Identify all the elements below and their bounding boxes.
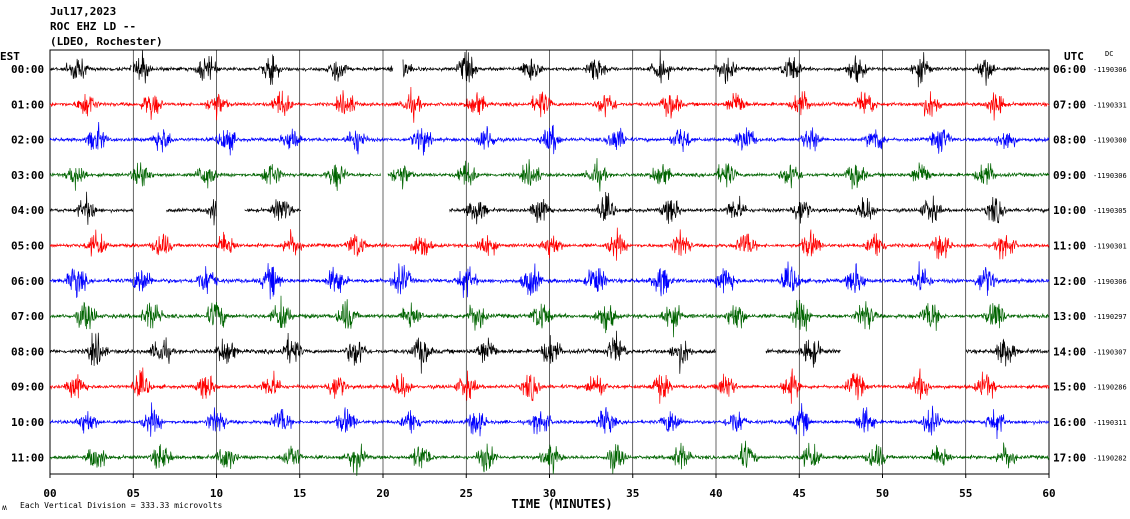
est-time-label: 03:00 [11,169,44,182]
trace-line-02:00 [49,121,1050,156]
trace-line-01:00 [49,86,1050,123]
dc-offset-label: -1190331 [1093,101,1127,109]
x-tick-label: 50 [876,487,889,500]
utc-time-label: 08:00 [1053,134,1086,147]
right-timezone-label: UTC [1064,50,1084,63]
row-label-group: 00:00 06:00 -1190306 01:00 07:00 -1190331 02:0… [11,63,1127,464]
dc-offset-label: -1190306 [1093,172,1127,180]
network-label: (LDEO, Rochester) [50,35,163,48]
utc-time-label: 06:00 [1053,63,1086,76]
dc-offset-label: -1190306 [1093,278,1127,286]
dc-offset-label: -1190306 [1093,66,1127,74]
dc-label: DC [1105,50,1113,58]
x-tick-label: 25 [460,487,473,500]
dc-offset-label: -1190307 [1093,348,1127,356]
dc-offset-label: -1190311 [1093,419,1127,427]
date-label: Jul17,2023 [50,5,116,18]
trace-line-00:00 [49,49,1050,88]
trace-line-06:00 [49,261,1050,300]
est-time-label: 04:00 [11,204,44,217]
est-time-label: 09:00 [11,381,44,394]
dc-offset-label: -1190300 [1093,137,1127,145]
dc-offset-label: -1190301 [1093,243,1127,251]
left-timezone-label: EST [0,50,20,63]
est-time-label: 11:00 [11,451,44,464]
trace-line-07:00 [49,295,1050,338]
x-tick-label: 35 [626,487,639,500]
x-tick-label: 15 [293,487,306,500]
utc-time-label: 13:00 [1053,310,1086,323]
utc-time-label: 10:00 [1053,204,1086,217]
est-time-label: 08:00 [11,345,44,358]
est-time-label: 05:00 [11,240,44,253]
est-time-label: 06:00 [11,275,44,288]
x-tick-label: 20 [376,487,389,500]
trace-line-03:00 [49,158,1050,192]
est-time-label: 10:00 [11,416,44,429]
utc-time-label: 17:00 [1053,451,1086,464]
trace-line-11:00 [49,440,1050,476]
est-time-label: 07:00 [11,310,44,323]
utc-time-label: 14:00 [1053,345,1086,358]
dc-offset-label: -1190286 [1093,384,1127,392]
station-label: ROC EHZ LD -- [50,20,136,33]
x-tick-label: 10 [210,487,223,500]
utc-time-label: 07:00 [1053,98,1086,111]
x-tick-label: 55 [959,487,972,500]
trace-line-05:00 [49,227,1050,261]
corner-mark: ʍ [2,503,7,512]
utc-time-label: 16:00 [1053,416,1086,429]
x-axis-title: TIME (MINUTES) [511,497,612,511]
trace-line-04:00 [49,191,1050,226]
x-tick-label: 45 [793,487,806,500]
utc-time-label: 12:00 [1053,275,1086,288]
trace-group [49,49,1050,476]
x-tick-label: 00 [43,487,56,500]
utc-time-label: 09:00 [1053,169,1086,182]
grid-lines [49,49,1050,475]
est-time-label: 02:00 [11,134,44,147]
dc-offset-label: -1190282 [1093,454,1127,462]
est-time-label: 01:00 [11,98,44,111]
x-tick-label: 05 [127,487,140,500]
dc-offset-label: -1190305 [1093,207,1127,215]
scale-note: Each Vertical Division = 333.33 microvol… [20,501,222,510]
utc-time-label: 11:00 [1053,240,1086,253]
trace-line-08:00 [49,330,1050,374]
utc-time-label: 15:00 [1053,381,1086,394]
dc-offset-label: -1190297 [1093,313,1127,321]
x-tick-label: 30 [543,487,556,500]
x-tick-label: 60 [1042,487,1055,500]
x-tick-group: 00 05 10 15 20 25 30 35 40 45 50 55 60 [43,474,1056,500]
trace-line-10:00 [49,402,1050,440]
trace-line-09:00 [49,367,1050,404]
x-tick-label: 40 [709,487,722,500]
est-time-label: 00:00 [11,63,44,76]
